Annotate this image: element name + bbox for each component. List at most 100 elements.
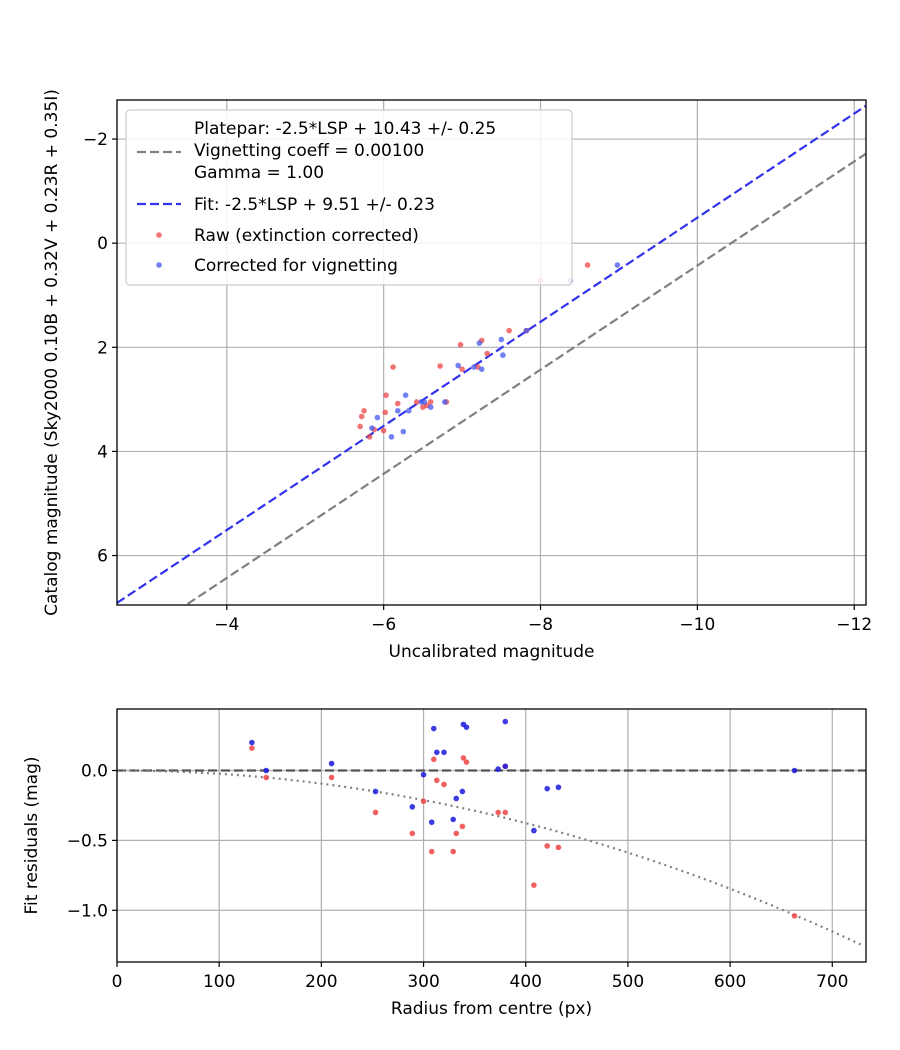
data-point <box>555 844 562 851</box>
legend-fit-label: Fit: -2.5*LSP + 9.51 +/- 0.23 <box>194 195 435 215</box>
x-axis-label: Radius from centre (px) <box>391 999 592 1019</box>
series-corrected <box>249 718 798 834</box>
data-point <box>413 399 420 405</box>
data-point <box>791 913 798 919</box>
data-point <box>441 781 447 788</box>
data-point <box>531 882 537 888</box>
data-point <box>450 816 456 823</box>
x-tick-label: −12 <box>836 615 872 635</box>
data-point <box>523 327 530 334</box>
legend-raw-swatch <box>156 232 162 238</box>
data-point <box>372 788 379 795</box>
data-point <box>388 434 395 440</box>
data-point <box>459 366 465 372</box>
data-point <box>544 843 550 849</box>
legend-raw-label: Raw (extinction corrected) <box>194 226 419 246</box>
data-point <box>394 408 401 414</box>
y-axis-label: Fit residuals (mag) <box>22 757 42 915</box>
grid <box>116 709 866 962</box>
data-point <box>380 427 387 434</box>
data-point <box>495 809 501 816</box>
data-point <box>791 767 798 774</box>
plot-area <box>117 104 866 605</box>
axes-frame <box>116 708 867 963</box>
data-point <box>463 759 470 765</box>
data-point <box>460 755 467 761</box>
platepar-line <box>186 152 866 605</box>
fit-line <box>117 104 866 604</box>
data-point <box>453 795 460 802</box>
x-tick-label: 400 <box>510 972 542 992</box>
data-point <box>484 350 490 357</box>
data-point <box>366 434 373 440</box>
data-point <box>420 771 427 778</box>
data-point <box>442 399 448 405</box>
data-point <box>434 749 440 756</box>
x-tick-label: −10 <box>679 615 715 635</box>
data-point <box>457 341 464 348</box>
data-point <box>555 784 562 791</box>
data-point <box>358 413 365 420</box>
data-point <box>463 724 470 730</box>
data-point <box>498 336 505 343</box>
data-point <box>500 352 506 358</box>
y-tick-label: 0.0 <box>81 762 108 782</box>
y-tick-label: −0.5 <box>67 831 108 851</box>
data-point <box>390 364 396 370</box>
data-point <box>450 848 456 855</box>
x-axis-label: Uncalibrated magnitude <box>389 642 595 662</box>
axes-frame <box>116 99 867 606</box>
data-point <box>506 327 512 334</box>
data-point <box>584 262 591 268</box>
data-point <box>428 819 435 826</box>
data-point <box>357 423 363 430</box>
data-point <box>495 766 501 772</box>
data-point <box>249 745 255 751</box>
data-point <box>455 362 461 369</box>
data-point <box>471 364 477 370</box>
series-corrected <box>369 262 621 440</box>
x-tick-label: 700 <box>816 972 848 992</box>
legend: Platepar: -2.5*LSP + 10.43 +/- 0.25 Vigne… <box>125 109 573 286</box>
data-point <box>400 428 407 435</box>
chart-2: 0 100 200 300 400 500 600 700 0.0 −0.5 −1.0 Radius … <box>22 708 867 1019</box>
data-point <box>427 404 434 410</box>
data-point <box>372 809 379 816</box>
y-tick-label: 0 <box>97 234 108 254</box>
data-point <box>420 798 427 805</box>
data-point <box>405 408 412 414</box>
x-tick-label: 200 <box>305 972 337 992</box>
data-point <box>459 788 466 795</box>
x-tick-label: −8 <box>528 615 553 635</box>
data-point <box>369 425 375 431</box>
legend-corrected-swatch <box>156 262 162 268</box>
data-point <box>328 774 335 781</box>
data-point <box>441 749 447 756</box>
legend-platepar-label: Platepar: -2.5*LSP + 10.43 +/- 0.25 Vigne… <box>194 119 496 183</box>
x-tick-label: −4 <box>214 615 239 635</box>
data-point <box>328 760 335 767</box>
data-point <box>249 739 255 746</box>
data-point <box>544 785 550 792</box>
data-point <box>502 809 509 816</box>
x-tick-label: 600 <box>714 972 746 992</box>
x-tick-label: −6 <box>371 615 396 635</box>
x-tick-label: 100 <box>203 972 235 992</box>
x-tick-label: 500 <box>612 972 644 992</box>
data-point <box>430 756 437 763</box>
data-point <box>430 725 437 732</box>
data-point <box>453 830 460 837</box>
y-tick-label: −2 <box>83 130 108 150</box>
y-tick-label: 2 <box>97 338 108 358</box>
data-point <box>382 409 389 416</box>
data-point <box>421 399 428 405</box>
data-point <box>383 392 389 398</box>
plot-area <box>117 718 866 947</box>
data-point <box>428 848 435 855</box>
legend-corrected-label: Corrected for vignetting <box>194 256 398 276</box>
data-point <box>531 827 537 834</box>
y-axis-label: Catalog magnitude (Sky2000 0.10B + 0.32V… <box>42 89 62 616</box>
data-point <box>361 408 367 414</box>
data-point <box>263 767 269 774</box>
